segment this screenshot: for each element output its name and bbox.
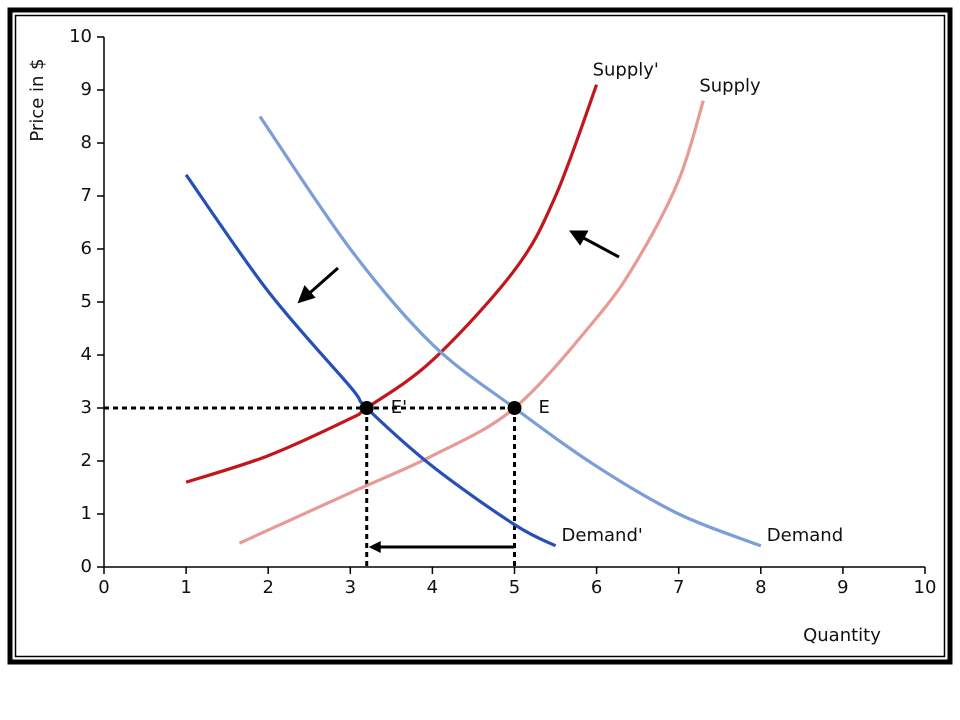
- y-tick-label: 7: [81, 185, 92, 206]
- x-tick-label: 10: [914, 577, 937, 598]
- legend-label: Supply: [699, 76, 761, 97]
- shift-arrow: [569, 230, 620, 259]
- legend-label: Demand': [562, 525, 643, 546]
- legend-label: Demand: [767, 525, 843, 546]
- curve: [258, 115, 762, 548]
- x-tick-label: 7: [673, 577, 684, 598]
- frame-inner: [14, 14, 946, 658]
- y-tick-label: 2: [81, 450, 92, 471]
- y-tick-label: 1: [81, 503, 92, 524]
- x-tick-label: 0: [98, 577, 109, 598]
- x-tick-label: 8: [755, 577, 766, 598]
- y-tick-label: 3: [81, 397, 92, 418]
- x-tick-label: 5: [509, 577, 520, 598]
- x-tick-label: 6: [591, 577, 602, 598]
- y-tick-label: 0: [81, 556, 92, 577]
- curve: [184, 173, 557, 548]
- y-tick-label: 8: [81, 132, 92, 153]
- x-tick-label: 2: [262, 577, 273, 598]
- y-tick-label: 6: [81, 238, 92, 259]
- equilibrium-point: [359, 401, 374, 415]
- y-tick-label: 4: [81, 344, 92, 365]
- y-tick-label: 9: [81, 79, 92, 100]
- equilibrium-point: [507, 401, 522, 415]
- point-label: E: [539, 397, 550, 418]
- curve: [238, 100, 705, 545]
- y-tick-label: 5: [81, 291, 92, 312]
- x-tick-label: 3: [345, 577, 356, 598]
- x-tick-label: 9: [837, 577, 848, 598]
- frame: [7, 7, 953, 665]
- legend-label: Supply': [593, 60, 659, 81]
- x-tick-label: 4: [427, 577, 438, 598]
- shift-arrow-head: [368, 541, 381, 553]
- point-label: E': [391, 397, 407, 418]
- x-axis-label: Quantity: [803, 625, 881, 646]
- y-tick-label: 10: [69, 26, 92, 47]
- y-axis-label: Price in $: [27, 58, 48, 141]
- shift-arrow: [297, 266, 339, 304]
- x-tick-label: 1: [180, 577, 191, 598]
- curve: [185, 84, 599, 484]
